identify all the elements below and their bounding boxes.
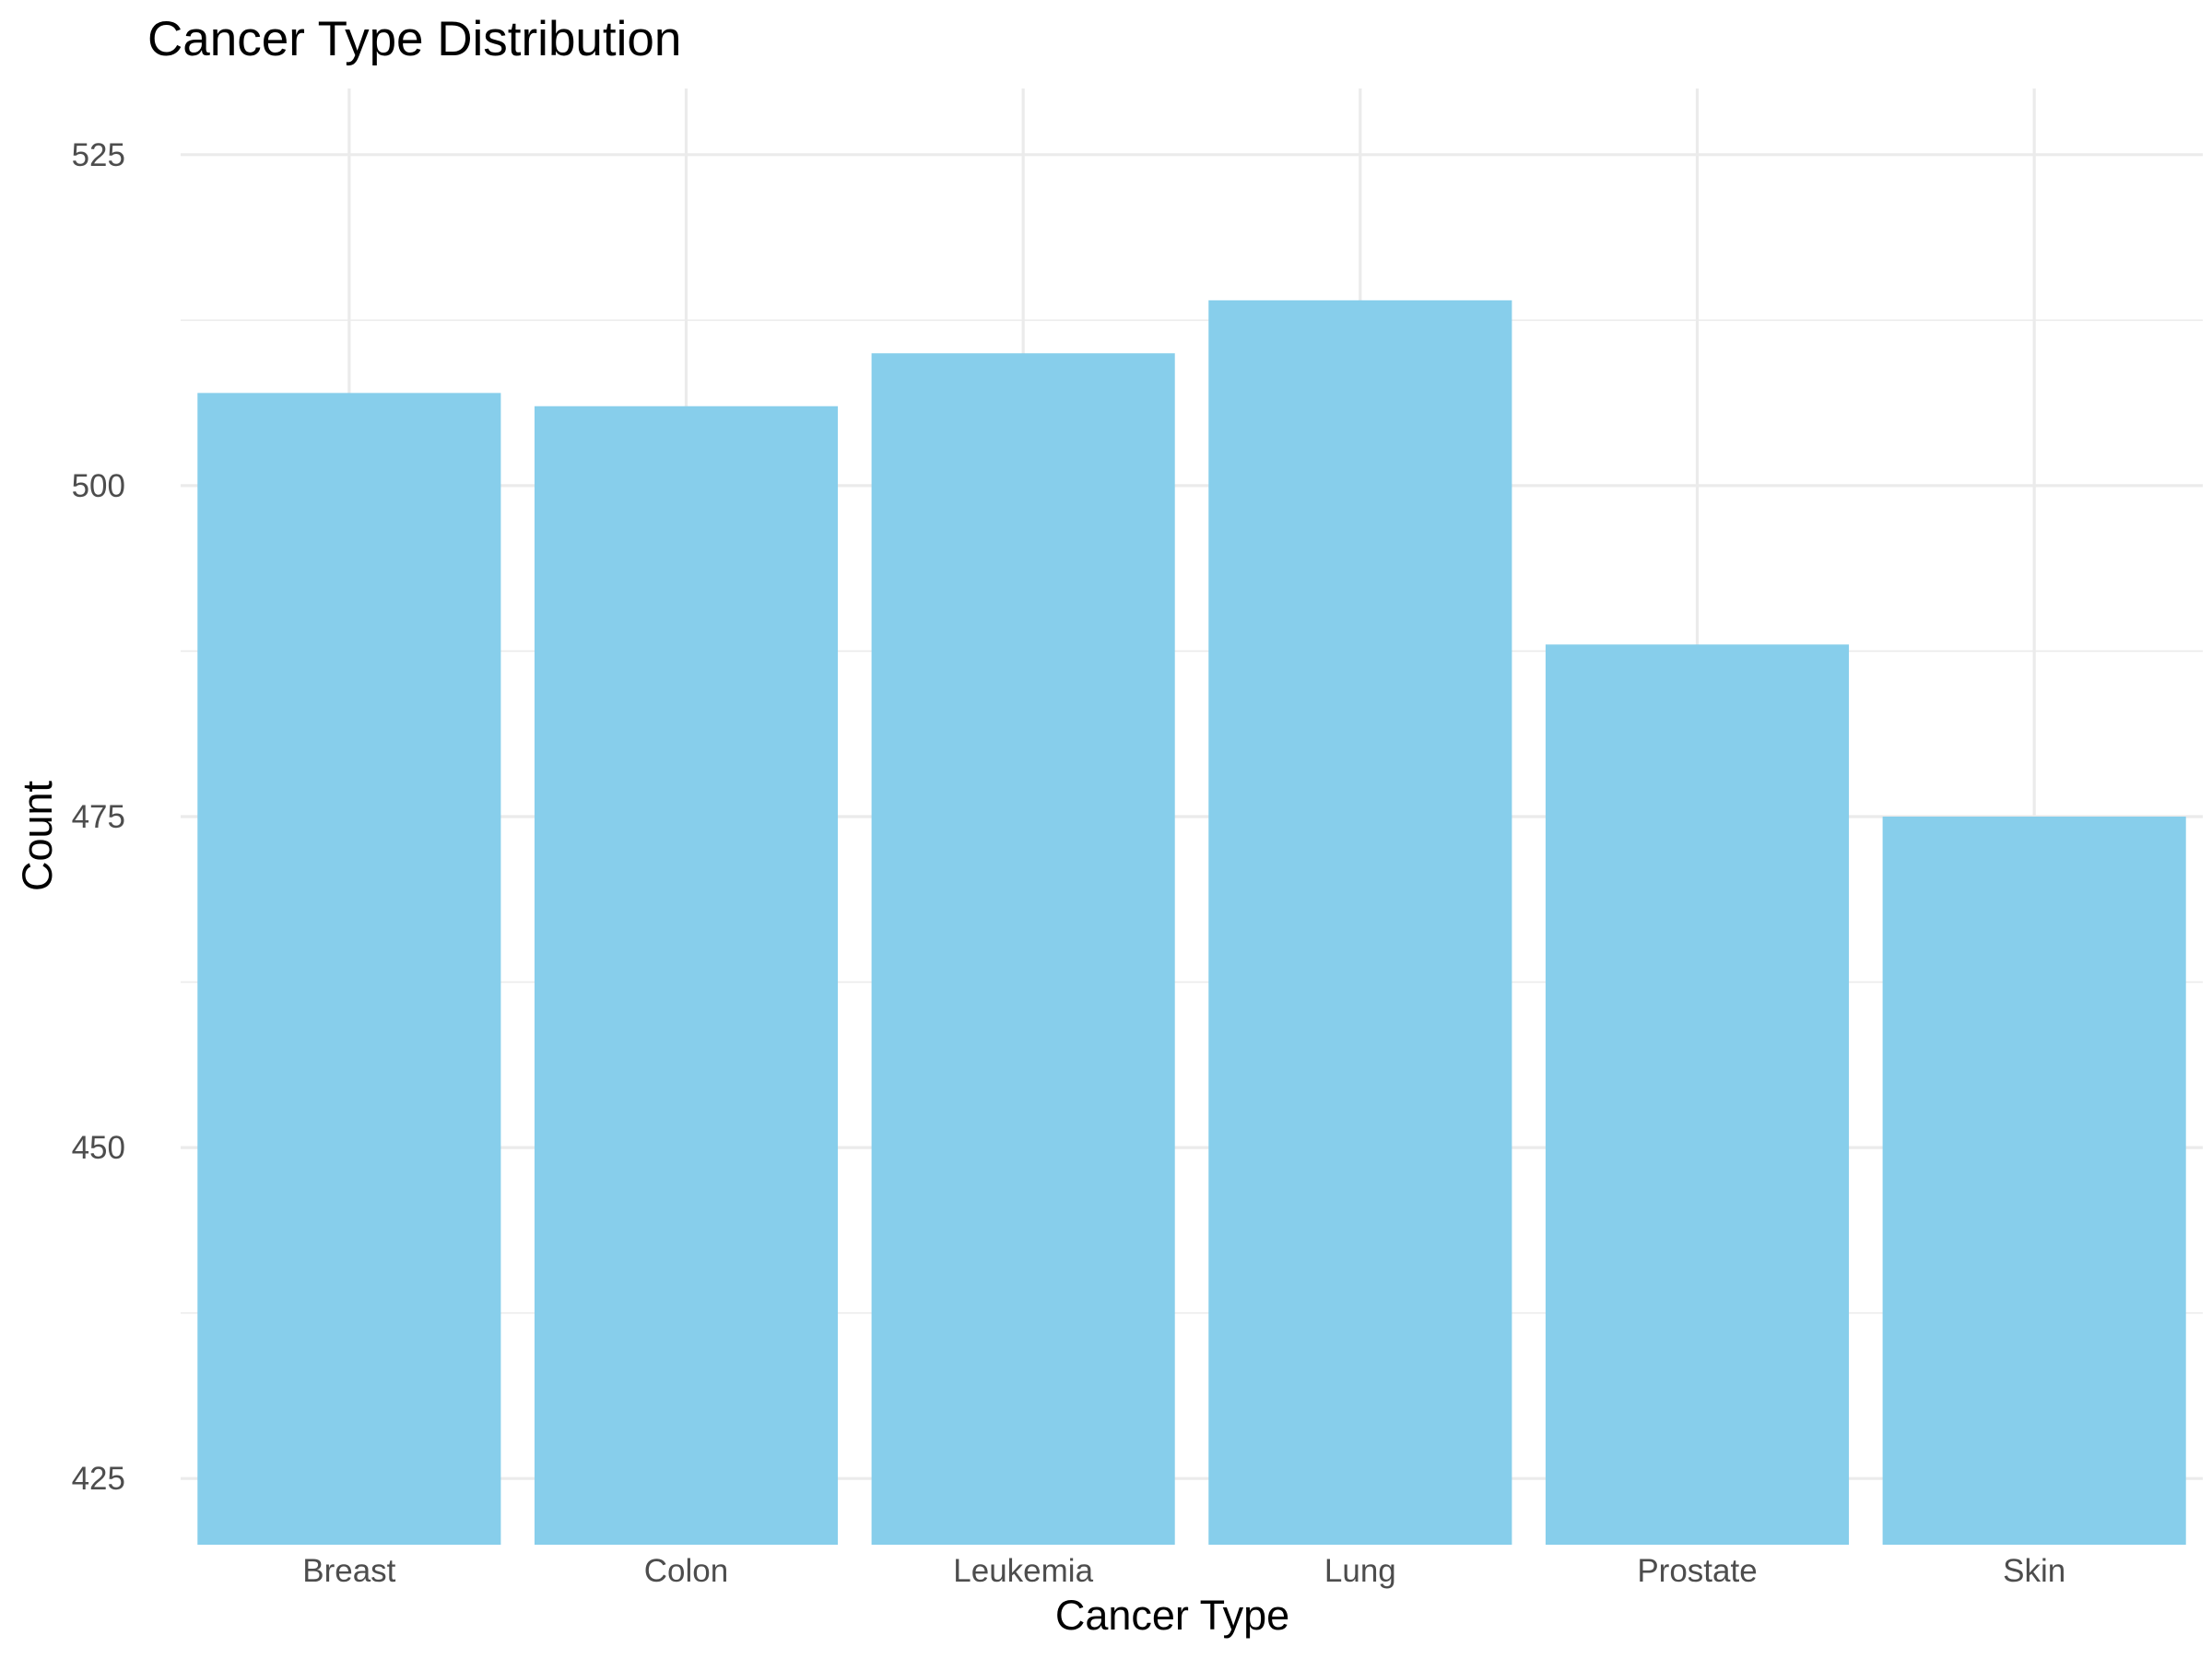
y-tick-label: 500 — [72, 468, 125, 504]
x-tick-label: Breast — [302, 1553, 395, 1589]
y-tick-label: 525 — [72, 137, 125, 173]
y-axis-ticks: 425 450 475 500 525 — [72, 137, 125, 1497]
x-axis-title: Cancer Type — [1055, 1592, 1289, 1639]
x-axis-ticks: Breast Colon Leukemia Lung Prostate Skin — [302, 1553, 2065, 1589]
bar-prostate — [1545, 644, 1850, 1545]
x-tick-label: Leukemia — [953, 1553, 1093, 1589]
bar-layer — [197, 300, 2186, 1546]
bar-lung — [1208, 300, 1512, 1546]
bar-skin — [1882, 817, 2186, 1545]
bar-leukemia — [871, 353, 1175, 1546]
x-tick-label: Lung — [1324, 1553, 1396, 1589]
x-tick-label: Skin — [2003, 1553, 2065, 1589]
x-tick-label: Prostate — [1637, 1553, 1757, 1589]
y-axis-title: Count — [14, 780, 61, 891]
x-tick-label: Colon — [644, 1553, 728, 1589]
chart-title: Cancer Type Distribution — [147, 12, 681, 66]
y-tick-label: 425 — [72, 1461, 125, 1497]
y-tick-label: 475 — [72, 799, 125, 835]
bar-colon — [534, 406, 839, 1545]
bar-breast — [197, 393, 501, 1545]
y-tick-label: 450 — [72, 1130, 125, 1166]
